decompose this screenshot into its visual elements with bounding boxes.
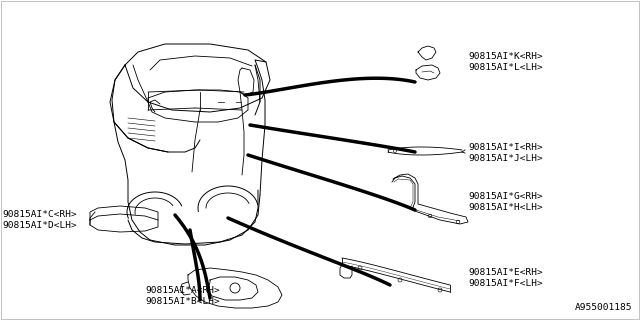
Text: 90815AI*A<RH>
90815AI*B<LH>: 90815AI*A<RH> 90815AI*B<LH> xyxy=(145,286,220,306)
Text: 90815AI*I<RH>
90815AI*J<LH>: 90815AI*I<RH> 90815AI*J<LH> xyxy=(468,143,543,163)
Text: A955001185: A955001185 xyxy=(575,303,632,312)
Text: 90815AI*E<RH>
90815AI*F<LH>: 90815AI*E<RH> 90815AI*F<LH> xyxy=(468,268,543,288)
Text: 90815AI*K<RH>
90815AI*L<LH>: 90815AI*K<RH> 90815AI*L<LH> xyxy=(468,52,543,72)
Text: 90815AI*G<RH>
90815AI*H<LH>: 90815AI*G<RH> 90815AI*H<LH> xyxy=(468,192,543,212)
Text: 90815AI*C<RH>
90815AI*D<LH>: 90815AI*C<RH> 90815AI*D<LH> xyxy=(2,210,77,230)
